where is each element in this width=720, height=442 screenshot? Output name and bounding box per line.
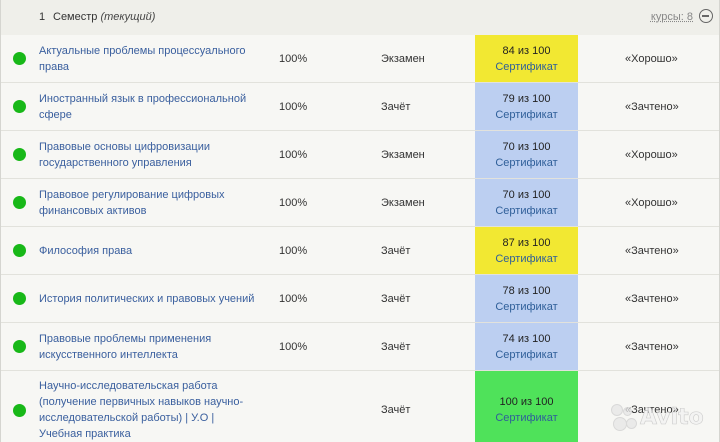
semester-current-label: (текущий): [100, 11, 156, 23]
grade-cell: 84 из 100 Сертификат: [475, 35, 578, 82]
course-row: Правовое регулирование цифровых финансов…: [1, 179, 719, 227]
grade-cell: 78 из 100 Сертификат: [475, 275, 578, 322]
status-dot-icon: [13, 148, 26, 161]
avito-watermark: Avito: [611, 402, 711, 432]
collapse-icon[interactable]: [699, 9, 713, 23]
status-dot-icon: [13, 404, 26, 417]
status-dot-icon: [13, 340, 26, 353]
course-assessment-type: Зачёт: [381, 404, 411, 416]
grade-score: 78 из 100: [502, 284, 551, 297]
course-result: «Хорошо»: [625, 148, 678, 161]
course-row: История политических и правовых учений 10…: [1, 275, 719, 323]
course-result: «Хорошо»: [625, 196, 678, 209]
certificate-link[interactable]: Сертификат: [495, 108, 558, 121]
course-row: Научно-исследовательская работа (получен…: [1, 371, 719, 442]
course-assessment-type: Зачёт: [381, 244, 411, 257]
course-result: «Хорошо»: [625, 52, 678, 65]
certificate-link[interactable]: Сертификат: [495, 60, 558, 73]
course-name-link[interactable]: История политических и правовых учений: [39, 292, 255, 305]
grade-cell: 79 из 100 Сертификат: [475, 83, 578, 130]
course-row: Иностранный язык в профессиональной сфер…: [1, 83, 719, 131]
grade-cell: 70 из 100 Сертификат: [475, 131, 578, 178]
status-dot-icon: [13, 196, 26, 209]
course-assessment-type: Экзамен: [381, 52, 425, 65]
course-name-link[interactable]: Научно-исследовательская работа (получен…: [39, 380, 244, 440]
course-percent: 100%: [279, 52, 308, 65]
certificate-link[interactable]: Сертификат: [495, 411, 558, 424]
avito-watermark-text: Avito: [640, 404, 704, 430]
grade-score: 84 из 100: [502, 44, 551, 57]
certificate-link[interactable]: Сертификат: [495, 204, 558, 217]
course-result: «Зачтено»: [625, 292, 679, 305]
course-result: «Зачтено»: [625, 340, 679, 353]
course-result: «Зачтено»: [625, 404, 679, 416]
grade-score: 87 из 100: [502, 236, 551, 249]
course-name-link[interactable]: Правовые основы цифровизации государстве…: [39, 140, 210, 169]
course-name-link[interactable]: Философия права: [39, 244, 133, 257]
status-dot-icon: [13, 292, 26, 305]
course-assessment-type: Экзамен: [381, 196, 425, 209]
course-name-link[interactable]: Актуальные проблемы процессуального прав…: [39, 44, 246, 73]
certificate-link[interactable]: Сертификат: [495, 156, 558, 169]
course-result: «Зачтено»: [625, 244, 679, 257]
grade-score: 70 из 100: [502, 188, 551, 201]
grade-cell: 87 из 100 Сертификат: [475, 227, 578, 274]
certificate-link[interactable]: Сертификат: [495, 300, 558, 313]
course-name-link[interactable]: Иностранный язык в профессиональной сфер…: [39, 92, 247, 121]
status-dot-icon: [13, 244, 26, 257]
course-row: Философия права 100% Зачёт 87 из 100 Сертифи…: [1, 227, 719, 275]
course-percent: 100%: [279, 292, 308, 305]
course-assessment-type: Зачёт: [381, 100, 411, 113]
course-assessment-type: Зачёт: [381, 292, 411, 305]
courses-list: Актуальные проблемы процессуального прав…: [1, 35, 719, 442]
courses-count-link[interactable]: курсы: 8: [650, 11, 693, 23]
course-assessment-type: Экзамен: [381, 148, 425, 161]
course-result: «Зачтено»: [625, 100, 679, 113]
grade-cell: 70 из 100 Сертификат: [475, 179, 578, 226]
certificate-link[interactable]: Сертификат: [495, 348, 558, 361]
semester-title: Семестр (текущий): [53, 11, 156, 23]
course-percent: 100%: [279, 196, 308, 209]
course-name-link[interactable]: Правовые проблемы применения искусственн…: [39, 332, 212, 361]
semester-number: 1: [39, 11, 46, 23]
grade-score: 100 из 100: [499, 395, 554, 408]
course-percent: 100%: [279, 148, 308, 161]
course-assessment-type: Зачёт: [381, 340, 411, 353]
course-row: Актуальные проблемы процессуального прав…: [1, 35, 719, 83]
grade-cell: 100 из 100 Сертификат: [475, 371, 578, 442]
course-percent: 100%: [279, 340, 308, 353]
grade-score: 79 из 100: [502, 92, 551, 105]
course-percent: 100%: [279, 244, 308, 257]
status-dot-icon: [13, 100, 26, 113]
grade-score: 70 из 100: [502, 140, 551, 153]
avito-logo-icon: [611, 404, 637, 431]
course-name-link[interactable]: Правовое регулирование цифровых финансов…: [39, 188, 225, 217]
status-dot-icon: [13, 52, 26, 65]
grade-score: 74 из 100: [502, 332, 551, 345]
course-percent: 100%: [279, 100, 308, 113]
grade-cell: 74 из 100 Сертификат: [475, 323, 578, 370]
semester-header[interactable]: 1 Семестр (текущий) курсы: 8: [1, 0, 719, 36]
certificate-link[interactable]: Сертификат: [495, 252, 558, 265]
course-row: Правовые проблемы применения искусственн…: [1, 323, 719, 371]
course-row: Правовые основы цифровизации государстве…: [1, 131, 719, 179]
